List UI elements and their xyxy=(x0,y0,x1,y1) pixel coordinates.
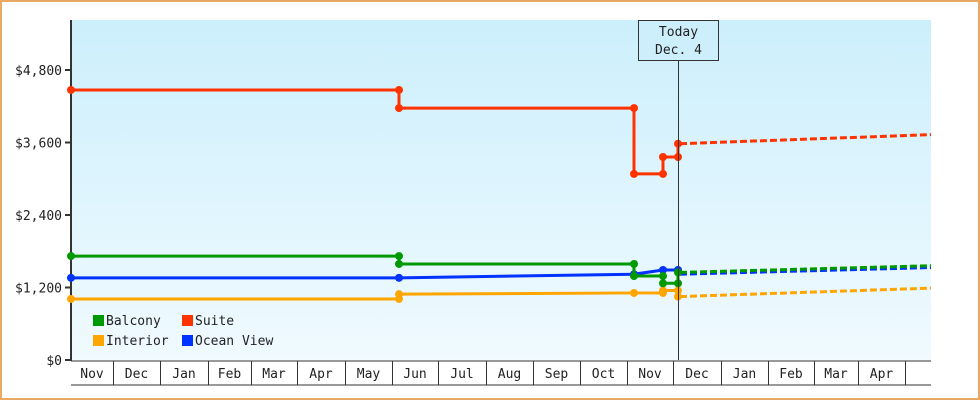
forecast-line-suite xyxy=(679,133,932,146)
data-point[interactable] xyxy=(630,259,638,268)
today-marker: Today Dec. 4 xyxy=(638,20,719,360)
data-point[interactable] xyxy=(395,290,403,299)
data-point[interactable] xyxy=(395,273,403,282)
data-point[interactable] xyxy=(659,279,667,288)
y-tick-label: $0 xyxy=(46,354,62,369)
legend-label: Balcony xyxy=(106,314,161,329)
forecast-line-interior xyxy=(679,286,932,299)
data-point[interactable] xyxy=(67,294,75,303)
data-point[interactable] xyxy=(67,252,75,261)
legend-swatch-icon xyxy=(93,335,104,346)
x-month-label: Aug xyxy=(498,367,521,382)
x-month-label: Jul xyxy=(450,367,473,382)
data-point[interactable] xyxy=(659,169,667,178)
data-point[interactable] xyxy=(659,272,667,281)
data-point[interactable] xyxy=(395,104,403,113)
x-month-label: Dec xyxy=(125,367,148,382)
x-month-label: Nov xyxy=(638,367,662,382)
data-point[interactable] xyxy=(395,259,403,268)
x-month-label: Apr xyxy=(870,367,894,382)
data-point[interactable] xyxy=(659,153,667,161)
x-month-label: Jan xyxy=(733,367,756,382)
x-month-label: May xyxy=(357,367,381,382)
x-month-label: Mar xyxy=(262,367,286,382)
y-tick-label: $2,400 xyxy=(15,209,62,224)
legend-label: Suite xyxy=(195,314,234,329)
data-point[interactable] xyxy=(630,169,638,178)
data-point[interactable] xyxy=(630,104,638,113)
legend-label: Ocean View xyxy=(195,334,273,349)
data-point[interactable] xyxy=(395,252,403,261)
data-point[interactable] xyxy=(67,273,75,282)
data-point[interactable] xyxy=(630,272,638,281)
x-month-label: Feb xyxy=(218,367,242,382)
y-tick-label: $3,600 xyxy=(15,137,62,152)
today-date: Dec. 4 xyxy=(655,43,702,58)
legend-swatch-icon xyxy=(182,335,193,346)
x-month-label: Sep xyxy=(545,367,569,382)
forecast-line-balcony xyxy=(679,264,932,274)
x-month-label: Jun xyxy=(403,367,426,382)
data-point[interactable] xyxy=(659,265,667,274)
x-month-label: Apr xyxy=(309,367,333,382)
series-lines xyxy=(67,85,932,303)
y-axis: $0 $1,200 $2,400 $3,600 $4,800 xyxy=(15,20,72,369)
plot-area xyxy=(71,20,931,360)
legend-swatch-icon xyxy=(93,315,104,326)
x-axis: Nov Dec Jan Feb Mar Apr May Jun Jul Aug Sep Oct Nov D… xyxy=(71,360,931,386)
data-point[interactable] xyxy=(67,85,75,94)
x-month-label: Oct xyxy=(592,367,615,382)
x-month-label: Jan xyxy=(172,367,195,382)
data-point[interactable] xyxy=(395,85,403,94)
legend-swatch-icon xyxy=(182,315,193,326)
x-month-label: Dec xyxy=(685,367,708,382)
legend-label: Interior xyxy=(106,334,169,349)
legend: Balcony Suite Interior Ocean View xyxy=(93,314,273,349)
data-point[interactable] xyxy=(630,288,638,297)
x-month-label: Mar xyxy=(824,367,848,382)
x-month-label: Nov xyxy=(80,367,104,382)
y-tick-label: $4,800 xyxy=(15,64,62,79)
x-month-label: Feb xyxy=(779,367,803,382)
data-point[interactable] xyxy=(659,286,667,295)
forecast-line-ocean-view xyxy=(679,266,932,276)
y-tick-label: $1,200 xyxy=(15,282,62,297)
today-label: Today xyxy=(659,25,698,40)
